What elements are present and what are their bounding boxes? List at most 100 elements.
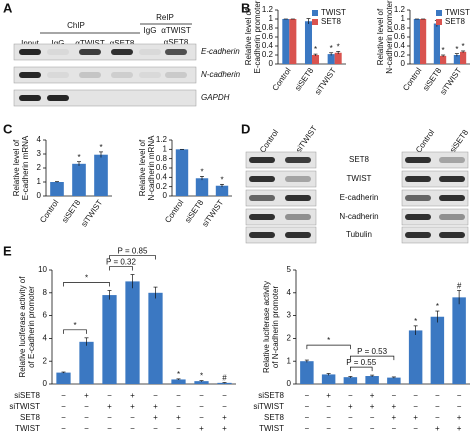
lane-label: αSET8 (110, 39, 135, 48)
condition-sign: + (457, 413, 462, 422)
legend-swatch (312, 10, 318, 16)
panel-label: D (241, 121, 250, 136)
band (249, 195, 275, 201)
x-tick-label: siSET8 (293, 66, 315, 93)
bracket (350, 366, 373, 372)
y-tick-label: 10 (38, 265, 47, 274)
condition-sign: + (130, 402, 135, 411)
bar (365, 376, 379, 384)
y-tick-label: 2 (43, 356, 48, 365)
significance-marker: * (337, 43, 340, 52)
band (249, 214, 275, 220)
condition-sign: + (222, 424, 227, 433)
condition-sign: − (435, 413, 440, 422)
group-label: ReIP (156, 13, 174, 22)
lane-label: siTWIST (294, 124, 319, 154)
band (249, 232, 275, 238)
panel-label: B (241, 0, 250, 15)
y-tick-label: 0.4 (156, 172, 168, 181)
blot-strip (245, 151, 317, 169)
band (285, 176, 311, 182)
bracket-label: P = 0.55 (346, 358, 376, 367)
band (285, 232, 311, 238)
panel-label: A (3, 0, 13, 15)
bracket-label: * (73, 321, 76, 330)
bar (430, 316, 445, 384)
y-tick-label: 1 (401, 14, 406, 23)
y-axis-label: N-cadherin mRNA (147, 135, 156, 201)
condition-sign: − (130, 413, 135, 422)
y-tick-label: 0.6 (262, 32, 274, 41)
y-tick-label: 1 (37, 177, 42, 186)
blot-strip (245, 189, 317, 207)
lane-label: αTWIST (161, 26, 191, 35)
bar (413, 19, 420, 64)
condition-sign: − (176, 424, 181, 433)
group-label: ChIP (67, 21, 85, 30)
significance-marker: * (455, 45, 458, 54)
blot-strip (401, 189, 469, 207)
condition-sign: − (176, 402, 181, 411)
band (439, 232, 465, 238)
y-tick-label: 3 (37, 149, 42, 158)
y-axis-label: Relative level of (244, 8, 253, 65)
legend-swatch (312, 19, 318, 25)
y-axis-label: Relative luciferase activity (262, 281, 271, 373)
y-axis-label: E-cadherin mRNA (21, 135, 30, 200)
bar (312, 55, 320, 64)
lane-label: αTWIST (75, 39, 105, 48)
band (439, 157, 465, 163)
band (19, 72, 41, 78)
bar (420, 19, 427, 64)
condition-sign: − (130, 424, 135, 433)
y-tick-label: 5 (287, 265, 292, 274)
row-label: SET8 (349, 155, 370, 164)
bracket-label: P = 0.85 (118, 247, 148, 256)
row-label: N-cadherin (201, 70, 241, 79)
band (19, 49, 41, 55)
legend-label: TWIST (321, 8, 346, 17)
condition-sign: − (435, 402, 440, 411)
y-tick-label: 4 (43, 334, 48, 343)
band (439, 214, 465, 220)
y-tick-label: 0.8 (262, 23, 274, 32)
panel-label: E (3, 243, 12, 258)
significance-marker: * (330, 44, 333, 53)
row-label: GAPDH (201, 93, 230, 102)
condition-sign: − (107, 413, 112, 422)
condition-sign: − (326, 402, 331, 411)
lane-label: Control (414, 128, 436, 154)
y-tick-label: 4 (287, 288, 292, 297)
bar (300, 361, 314, 384)
band (285, 214, 311, 220)
blot-strip (401, 208, 469, 226)
condition-sign: + (370, 402, 375, 411)
bar (282, 19, 290, 64)
significance-marker: * (462, 42, 465, 51)
y-axis-label: of N-cadherin promoter (271, 286, 280, 369)
condition-sign: + (153, 402, 158, 411)
bracket-label: P = 0.32 (106, 258, 136, 267)
bracket-label: P = 0.53 (357, 347, 387, 356)
bar (194, 381, 209, 384)
y-tick-label: 1 (269, 14, 274, 23)
x-tick-label: Control (38, 198, 60, 224)
condition-sign: − (305, 413, 310, 422)
y-tick-label: 1.2 (262, 5, 274, 14)
bar (125, 281, 140, 384)
bar (433, 23, 440, 64)
y-tick-label: 3 (287, 311, 292, 320)
band (111, 49, 133, 55)
lane-label: Input (21, 39, 40, 48)
band (405, 232, 431, 238)
y-tick-label: 1 (163, 144, 168, 153)
condition-sign: − (107, 391, 112, 400)
y-tick-label: 2 (287, 334, 292, 343)
condition-sign: + (84, 391, 89, 400)
significance-marker: * (200, 372, 203, 381)
bar (327, 54, 335, 64)
condition-sign: + (457, 424, 462, 433)
band (249, 157, 275, 163)
band (47, 49, 69, 55)
bracket (63, 329, 87, 334)
